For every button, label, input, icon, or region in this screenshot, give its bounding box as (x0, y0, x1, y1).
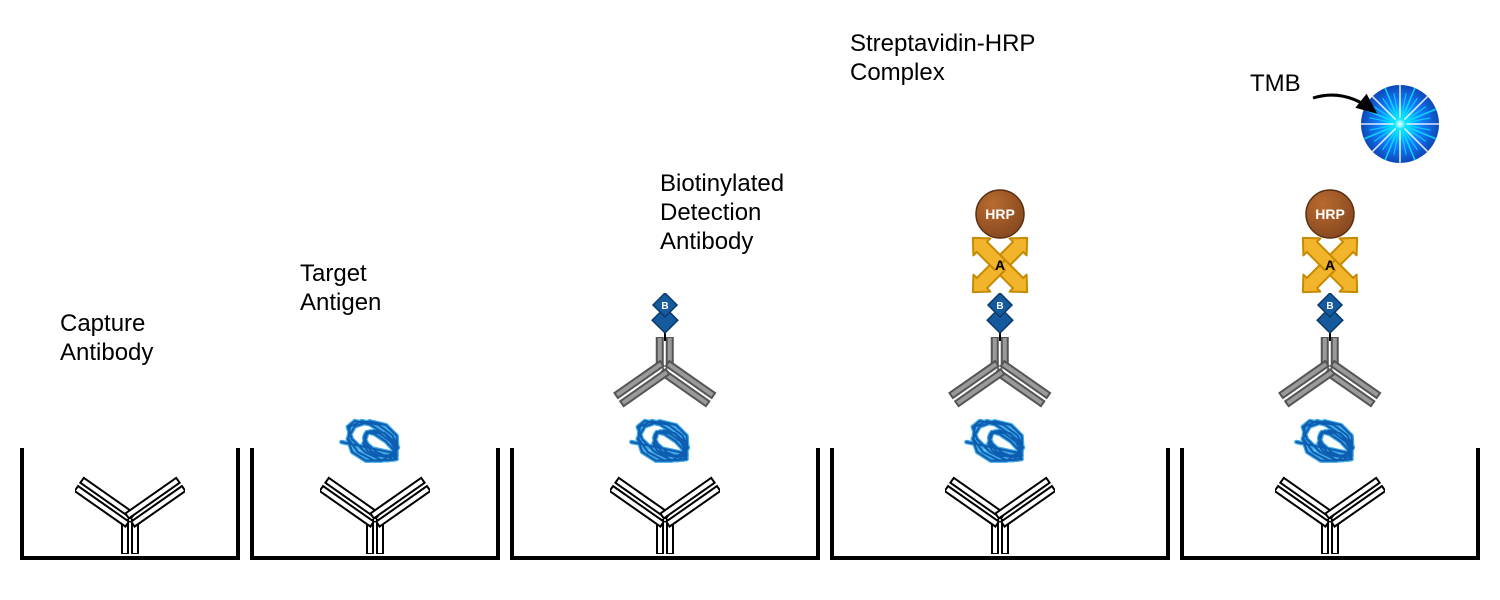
elisa-diagram: BBAHRPBAHRPCapture AntibodyTarget Antige… (0, 0, 1500, 600)
target-antigen-icon (327, 402, 423, 482)
svg-text:A: A (1325, 257, 1335, 273)
panel-label-3: Biotinylated Detection Antibody (660, 170, 784, 256)
panel-label-2: Target Antigen (300, 260, 381, 318)
biotin-icon: B (647, 293, 683, 341)
detection-antibody-icon (613, 337, 717, 427)
tmb-arrow-icon (1305, 84, 1395, 134)
hrp-enzyme-icon: HRP (1305, 189, 1355, 239)
panel-label-1: Capture Antibody (60, 310, 153, 368)
panel-label-5: TMB (1250, 70, 1301, 99)
detection-antibody-icon (948, 337, 1052, 427)
panel-label-4: Streptavidin-HRP Complex (850, 30, 1035, 88)
svg-text:HRP: HRP (1315, 206, 1345, 222)
svg-text:HRP: HRP (985, 206, 1015, 222)
detection-antibody-icon (1278, 337, 1382, 427)
hrp-enzyme-icon: HRP (975, 189, 1025, 239)
svg-text:A: A (995, 257, 1005, 273)
capture-antibody-icon (75, 454, 185, 554)
svg-text:B: B (661, 301, 668, 312)
